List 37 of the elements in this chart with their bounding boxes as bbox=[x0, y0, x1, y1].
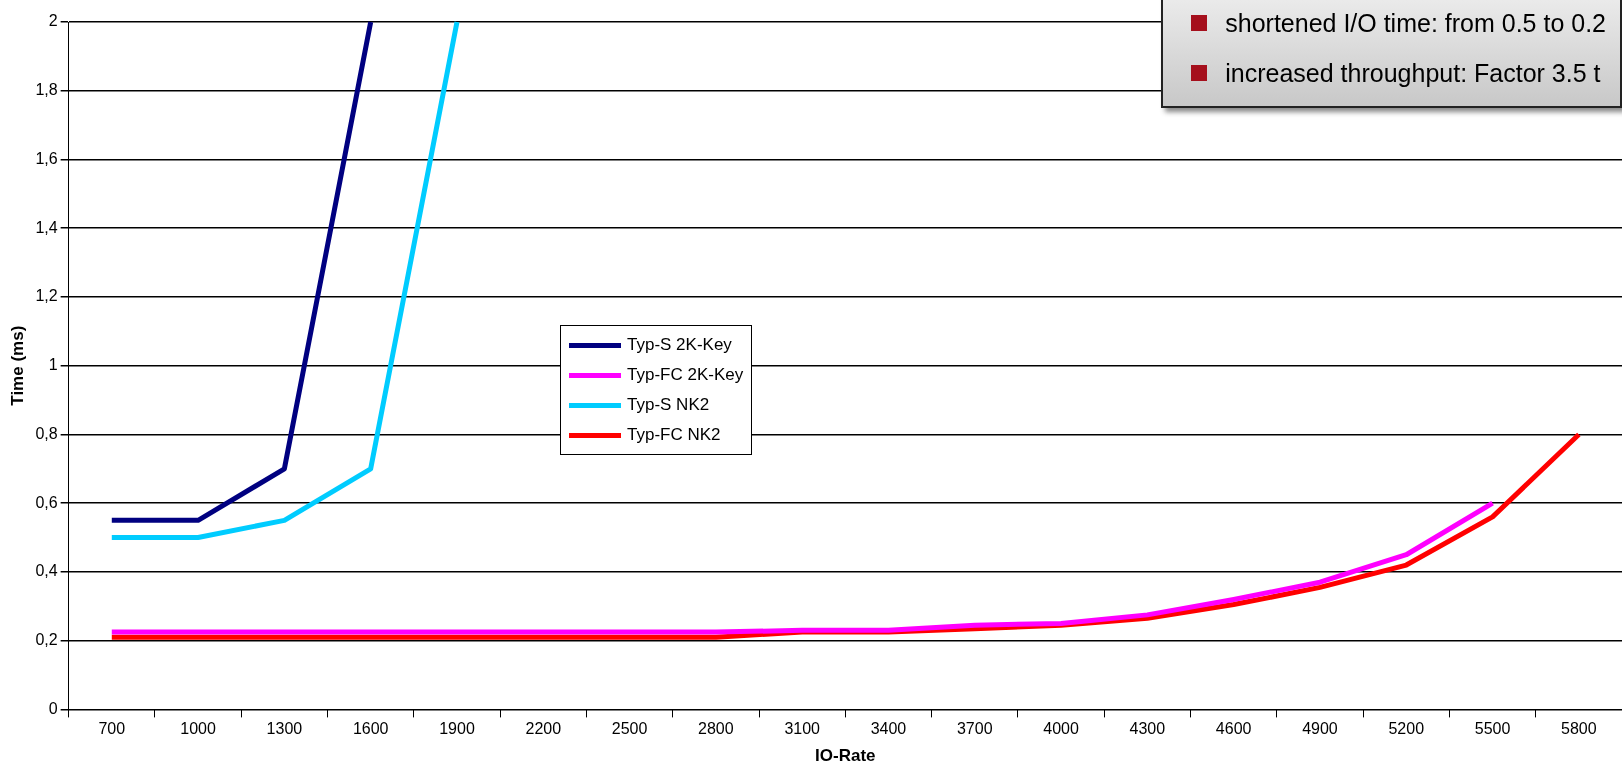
legend-label: Typ-S NK2 bbox=[626, 394, 711, 416]
x-tick-label: 2500 bbox=[611, 720, 648, 738]
x-tick-label: 2800 bbox=[698, 720, 734, 738]
x-tick-label: 4600 bbox=[1215, 720, 1252, 738]
x-tick-label: 5800 bbox=[1561, 720, 1597, 738]
x-tick-label: 2200 bbox=[525, 720, 562, 738]
y-tick-label: 0 bbox=[48, 699, 58, 717]
y-tick-label: 1,8 bbox=[35, 81, 58, 99]
y-tick-label: 1 bbox=[48, 356, 58, 374]
legend-label: Typ-FC 2K-Key bbox=[626, 364, 744, 386]
x-tick-label: 5200 bbox=[1388, 720, 1425, 738]
y-tick-label: 1,4 bbox=[35, 218, 58, 236]
x-tick-label: 1300 bbox=[266, 720, 303, 738]
x-tick-label: 3700 bbox=[956, 720, 993, 738]
y-tick-label: 2 bbox=[48, 12, 58, 30]
legend-label: Typ-S 2K-Key bbox=[626, 334, 733, 356]
x-tick-label: 1900 bbox=[439, 720, 475, 738]
x-tick-label: 1000 bbox=[180, 720, 216, 738]
x-tick-label: 700 bbox=[98, 720, 126, 738]
annotation: increased throughput: Factor 3.5 t bbox=[1224, 57, 1602, 89]
annotation: shortened I/O time: from 0.5 to 0.2 bbox=[1224, 7, 1606, 39]
y-tick-label: 0,6 bbox=[35, 493, 58, 511]
x-tick-label: 3100 bbox=[784, 720, 821, 738]
x-tick-label: 1600 bbox=[352, 720, 389, 738]
x-tick-label: 4900 bbox=[1302, 720, 1338, 738]
y-axis-title: Time (ms) bbox=[7, 325, 27, 406]
y-tick-label: 0,2 bbox=[35, 631, 58, 649]
y-tick-label: 1,6 bbox=[35, 149, 58, 167]
y-tick-label: 0,8 bbox=[35, 424, 58, 442]
x-tick-label: 5500 bbox=[1474, 720, 1511, 738]
x-tick-label: 4300 bbox=[1129, 720, 1166, 738]
x-tick-label: 4000 bbox=[1043, 720, 1079, 738]
x-axis-title: IO-Rate bbox=[815, 746, 876, 766]
y-tick-label: 1,2 bbox=[35, 287, 58, 305]
y-tick-label: 0,4 bbox=[35, 562, 58, 580]
x-tick-label: 3400 bbox=[870, 720, 907, 738]
legend-label: Typ-FC NK2 bbox=[626, 424, 722, 446]
